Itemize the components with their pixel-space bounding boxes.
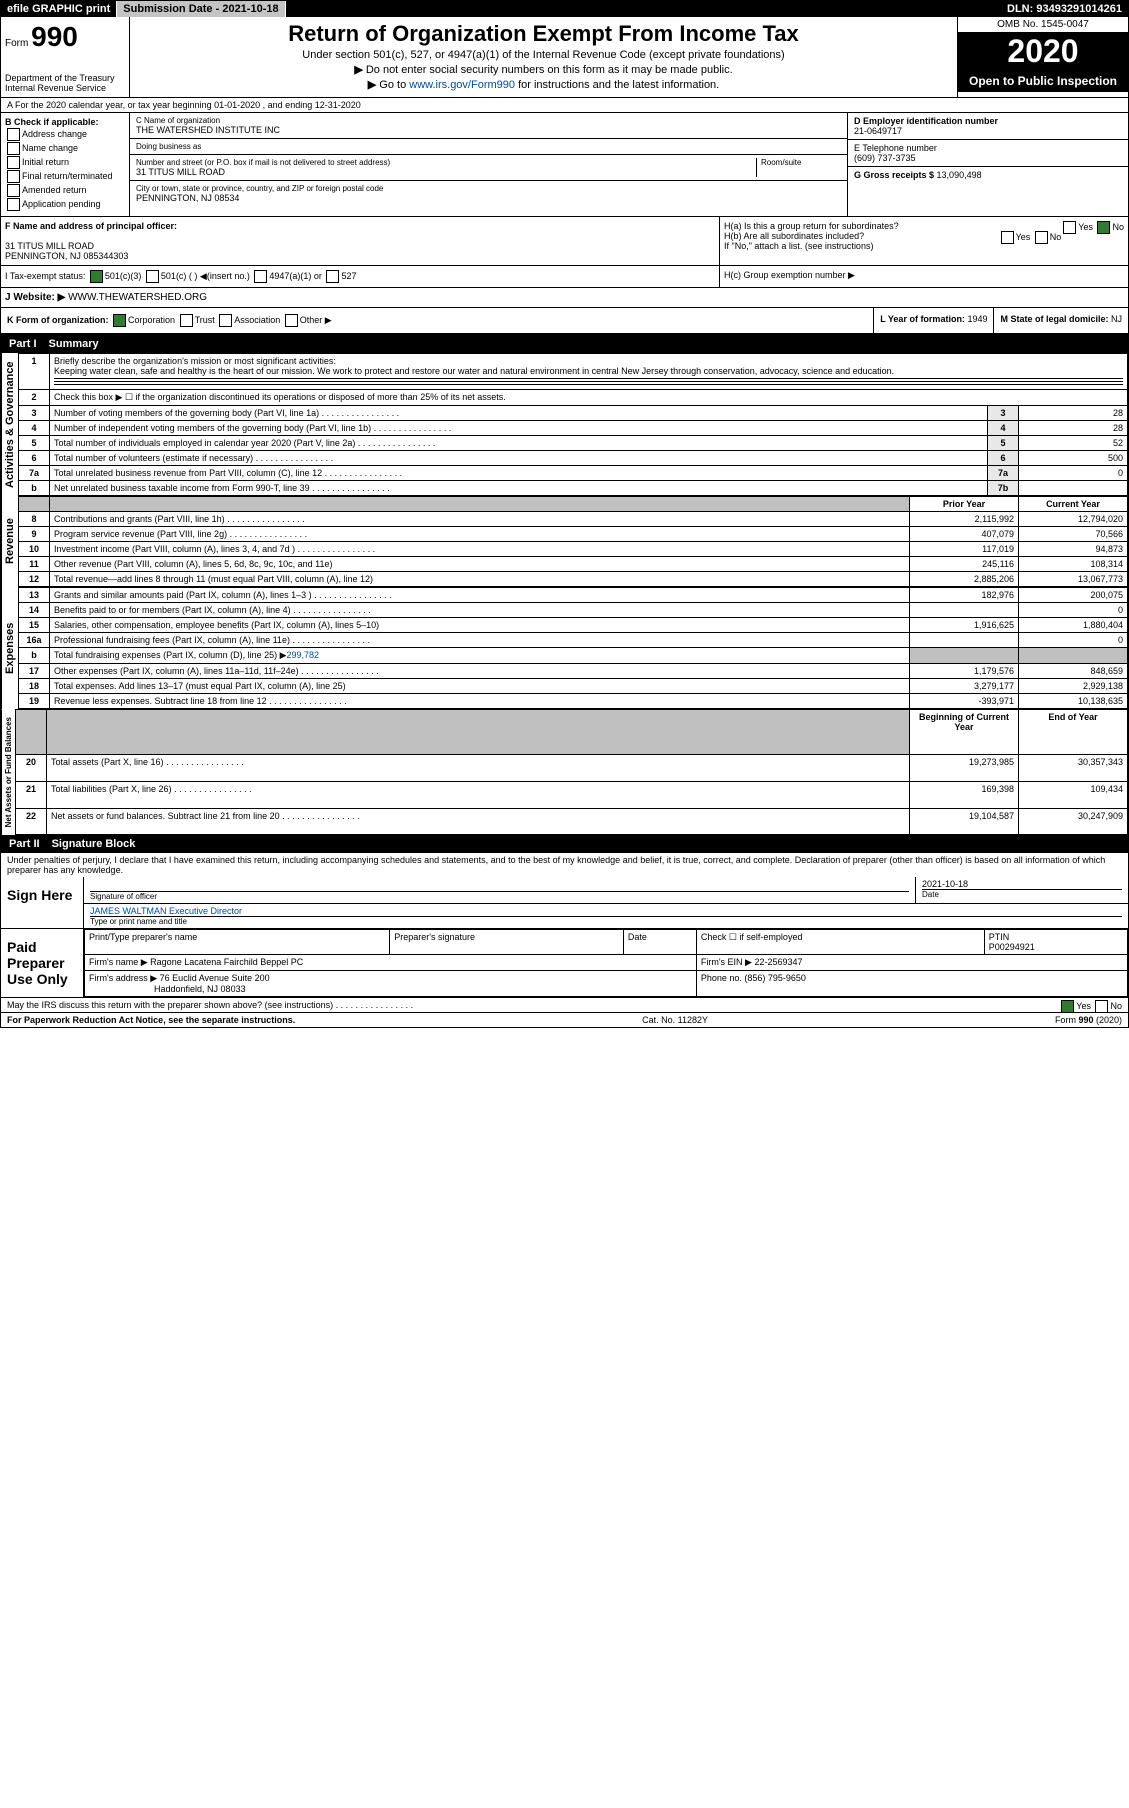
- form-header: Form 990 Department of the Treasury Inte…: [1, 17, 1128, 98]
- website: WWW.THEWATERSHED.ORG: [68, 292, 207, 303]
- b-label: B Check if applicable:: [5, 117, 99, 127]
- form-number: 990: [31, 21, 78, 52]
- cat-no: Cat. No. 11282Y: [642, 1015, 708, 1025]
- ein: 21-0649717: [854, 126, 1122, 136]
- officer-name[interactable]: JAMES WALTMAN Executive Director: [90, 906, 242, 916]
- dept-label: Department of the Treasury: [5, 73, 125, 83]
- phone: (609) 737-3735: [854, 153, 1122, 163]
- omb-number: OMB No. 1545-0047: [958, 17, 1128, 33]
- part1-header: Part ISummary: [1, 335, 1128, 353]
- note1: Do not enter social security numbers on …: [366, 64, 733, 76]
- f-label: F Name and address of principal officer:: [5, 221, 177, 231]
- penalty-text: Under penalties of perjury, I declare th…: [1, 853, 1128, 877]
- side-netassets: Net Assets or Fund Balances: [1, 709, 15, 835]
- form-word: Form: [5, 38, 28, 49]
- part2-header: Part IISignature Block: [1, 835, 1128, 853]
- form-subtitle: Under section 501(c), 527, or 4947(a)(1)…: [134, 49, 953, 61]
- street: 31 TITUS MILL ROAD: [136, 167, 756, 177]
- gross-receipts: 13,090,498: [937, 170, 982, 180]
- form-version: Form 990 (2020): [1055, 1015, 1122, 1025]
- form990-link[interactable]: www.irs.gov/Form990: [409, 79, 515, 91]
- dln: DLN: 93493291014261: [1001, 1, 1128, 17]
- mission: Keeping water clean, safe and healthy is…: [54, 366, 894, 376]
- sign-here: Sign Here: [1, 877, 83, 928]
- side-revenue: Revenue: [1, 496, 18, 587]
- entity-section: B Check if applicable: Address change Na…: [1, 113, 1128, 217]
- open-public: Open to Public Inspection: [958, 70, 1128, 92]
- side-expenses: Expenses: [1, 587, 18, 709]
- tax-year: 2020: [958, 33, 1128, 70]
- org-name: THE WATERSHED INSTITUTE INC: [136, 125, 841, 135]
- side-activities: Activities & Governance: [1, 353, 18, 496]
- submission-date: Submission Date - 2021-10-18: [117, 1, 285, 17]
- paid-preparer: Paid Preparer Use Only: [1, 929, 83, 997]
- line-a: A For the 2020 calendar year, or tax yea…: [1, 98, 1128, 113]
- city: PENNINGTON, NJ 08534: [136, 193, 841, 203]
- paperwork-notice: For Paperwork Reduction Act Notice, see …: [7, 1015, 295, 1025]
- top-bar: efile GRAPHIC print Submission Date - 20…: [1, 1, 1128, 17]
- irs-label: Internal Revenue Service: [5, 83, 125, 93]
- efile-label: efile GRAPHIC print: [1, 1, 117, 17]
- form-title: Return of Organization Exempt From Incom…: [134, 21, 953, 47]
